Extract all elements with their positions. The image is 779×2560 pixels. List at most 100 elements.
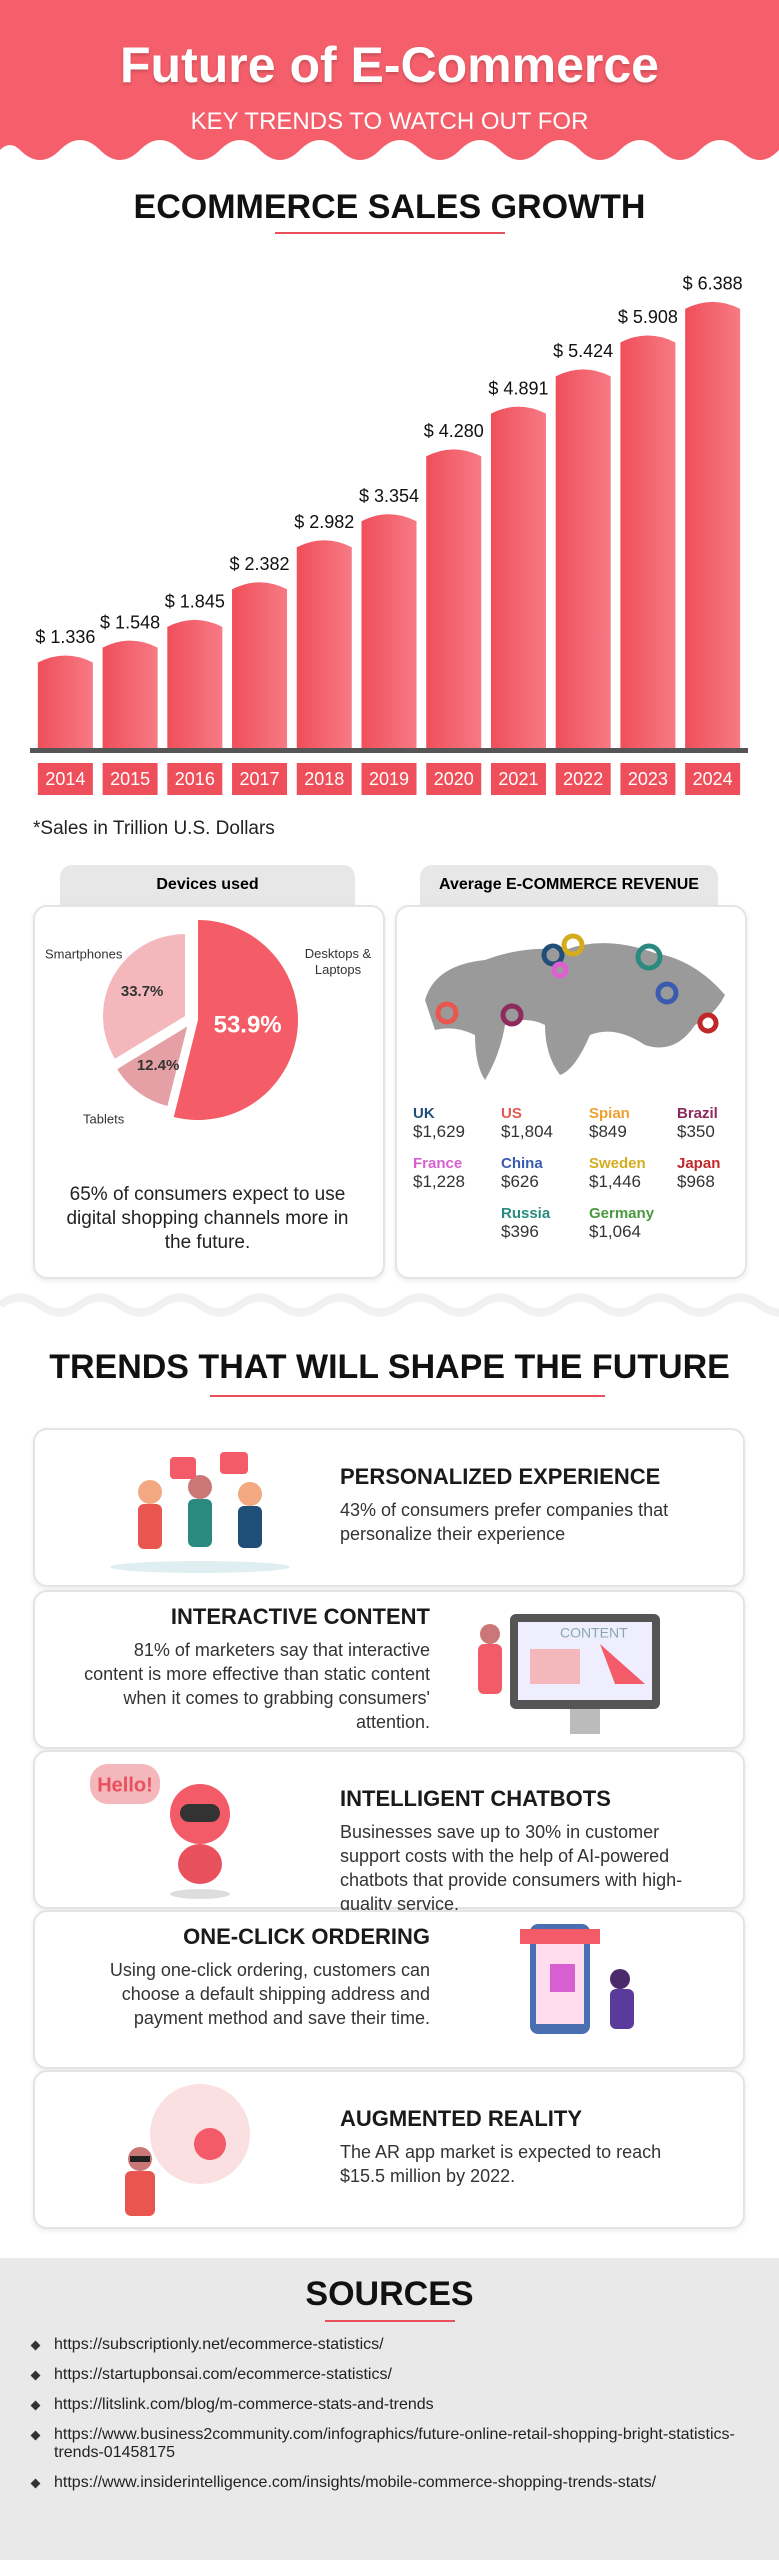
illustration-part bbox=[194, 2128, 226, 2160]
slice-label: 53.9% bbox=[214, 1011, 282, 1038]
illustration-part bbox=[138, 1504, 162, 1549]
value-label: $ 1.336 bbox=[35, 627, 95, 647]
bar bbox=[102, 640, 158, 748]
illustration-part bbox=[520, 1929, 600, 1944]
source-item: https://www.insiderintelligence.com/insi… bbox=[54, 2474, 754, 2492]
revenue-value: $350 bbox=[677, 1122, 715, 1141]
illustration bbox=[520, 1924, 634, 2034]
source-item: https://www.business2community.com/infog… bbox=[54, 2426, 754, 2462]
illustration bbox=[125, 2084, 250, 2216]
title: Future of E-Commerce bbox=[120, 37, 659, 93]
bar-note: *Sales in Trillion U.S. Dollars bbox=[33, 818, 275, 839]
revenue-item: Sweden $1,446 bbox=[589, 1155, 646, 1192]
revenue-value: $396 bbox=[501, 1222, 539, 1241]
value-label: $ 4.280 bbox=[424, 421, 484, 441]
source-item: https://startupbonsai.com/ecommerce-stat… bbox=[54, 2366, 754, 2384]
value-label: $ 2.982 bbox=[294, 512, 354, 532]
revenue-value: $1,804 bbox=[501, 1122, 553, 1141]
value-label: $ 1.548 bbox=[100, 612, 160, 632]
bar bbox=[296, 540, 352, 748]
source-list: https://subscriptionly.net/ecommerce-sta… bbox=[32, 2336, 754, 2504]
slice-label: 12.4% bbox=[137, 1057, 180, 1074]
pie-note: 65% of consumers expect to use digital s… bbox=[66, 1184, 349, 1253]
revenue-value: $1,228 bbox=[413, 1172, 465, 1191]
value-label: $ 2.382 bbox=[230, 554, 290, 574]
source-item: https://litslink.com/blog/m-commerce-sta… bbox=[54, 2396, 754, 2414]
legend-label: Smartphones bbox=[45, 946, 123, 961]
illustration-part bbox=[478, 1644, 502, 1694]
bar-title: ECOMMERCE SALES GROWTH bbox=[133, 188, 646, 226]
illustration-part bbox=[610, 1969, 630, 1989]
x-tick-label: 2015 bbox=[110, 769, 150, 789]
pie-slice bbox=[173, 920, 299, 1120]
bar bbox=[37, 655, 93, 748]
year-box bbox=[167, 763, 223, 795]
country: France bbox=[413, 1155, 463, 1172]
revenue-item: Germany $1,064 bbox=[589, 1205, 654, 1242]
illustration bbox=[110, 1452, 290, 1573]
revenue-grid: UK $1,629 US $1,804 Spian $849 Brazil $350 Franc… bbox=[395, 1105, 745, 1275]
illustration-part bbox=[125, 2171, 155, 2216]
revenue-value: $1,629 bbox=[413, 1122, 465, 1141]
illustration-part: CONTENT bbox=[560, 1625, 628, 1641]
trend-title: PERSONALIZED EXPERIENCE bbox=[340, 1464, 661, 1489]
country: Germany bbox=[589, 1205, 655, 1222]
year-box bbox=[361, 763, 417, 795]
revenue-item: Japan $968 bbox=[677, 1155, 720, 1192]
illustration-part bbox=[610, 1989, 634, 2029]
illustration-part bbox=[110, 1561, 290, 1573]
illustration: Hello! bbox=[90, 1764, 230, 1899]
x-tick-label: 2017 bbox=[240, 769, 280, 789]
trend-text: PERSONALIZED EXPERIENCE 43% of consumers … bbox=[340, 1464, 700, 1546]
trend-body: Using one-click ordering, customers can … bbox=[109, 1960, 430, 2028]
wave-divider bbox=[0, 1293, 779, 1317]
year-box bbox=[490, 763, 546, 795]
legend-label: Tablets bbox=[83, 1111, 125, 1126]
trend-text: INTELLIGENT CHATBOTS Businesses save up t… bbox=[340, 1786, 700, 1916]
illustration: CONTENT bbox=[478, 1614, 660, 1734]
revenue-value: $968 bbox=[677, 1172, 715, 1191]
year-box bbox=[685, 763, 741, 795]
illustration-part bbox=[220, 1452, 248, 1474]
year-box bbox=[296, 763, 352, 795]
slice-label: 33.7% bbox=[121, 983, 164, 1000]
country: Sweden bbox=[589, 1155, 646, 1172]
illustration-part: Hello! bbox=[97, 1774, 153, 1796]
year-box bbox=[37, 763, 93, 795]
trend-title: ONE-CLICK ORDERING bbox=[183, 1924, 430, 1949]
value-label: $ 4.891 bbox=[488, 378, 548, 398]
legend-label: Desktops & Laptops bbox=[305, 946, 372, 977]
country: China bbox=[501, 1155, 543, 1172]
value-label: $ 6.388 bbox=[683, 274, 743, 294]
bar-chart: $ 1.336 2014 $ 1.548 2015 $ 1.845 2016 $ 2.382… bbox=[30, 274, 748, 795]
illustration-part bbox=[188, 1499, 212, 1547]
bar bbox=[167, 619, 223, 748]
country: Spian bbox=[589, 1105, 630, 1122]
source-item: https://subscriptionly.net/ecommerce-sta… bbox=[54, 2336, 754, 2354]
x-tick-label: 2024 bbox=[693, 769, 733, 789]
country: UK bbox=[413, 1105, 435, 1122]
trend-title: INTELLIGENT CHATBOTS bbox=[340, 1786, 611, 1811]
revenue-item: Russia $396 bbox=[501, 1205, 550, 1242]
illustration-part bbox=[238, 1506, 262, 1548]
trends-title: TRENDS THAT WILL SHAPE THE FUTURE bbox=[49, 1348, 730, 1386]
revenue-item: UK $1,629 bbox=[413, 1105, 465, 1142]
year-box bbox=[620, 763, 676, 795]
illustration-part bbox=[170, 1889, 230, 1899]
country: Japan bbox=[677, 1155, 721, 1172]
illustration-part bbox=[188, 1475, 212, 1499]
trend-body: Businesses save up to 30% in customer su… bbox=[340, 1822, 683, 1914]
x-tick-label: 2023 bbox=[628, 769, 668, 789]
revenue-value: $1,446 bbox=[589, 1172, 641, 1191]
illustration-part bbox=[178, 1844, 222, 1884]
pie-title: Devices used bbox=[60, 865, 355, 905]
bar bbox=[426, 449, 482, 748]
revenue-item: China $626 bbox=[501, 1155, 543, 1192]
illustration-part bbox=[480, 1624, 500, 1644]
illustration-part bbox=[180, 1804, 220, 1822]
x-tick-label: 2020 bbox=[434, 769, 474, 789]
illustration-part bbox=[550, 1964, 575, 1992]
year-box bbox=[555, 763, 611, 795]
value-label: $ 5.908 bbox=[618, 307, 678, 327]
x-tick-label: 2014 bbox=[45, 769, 85, 789]
